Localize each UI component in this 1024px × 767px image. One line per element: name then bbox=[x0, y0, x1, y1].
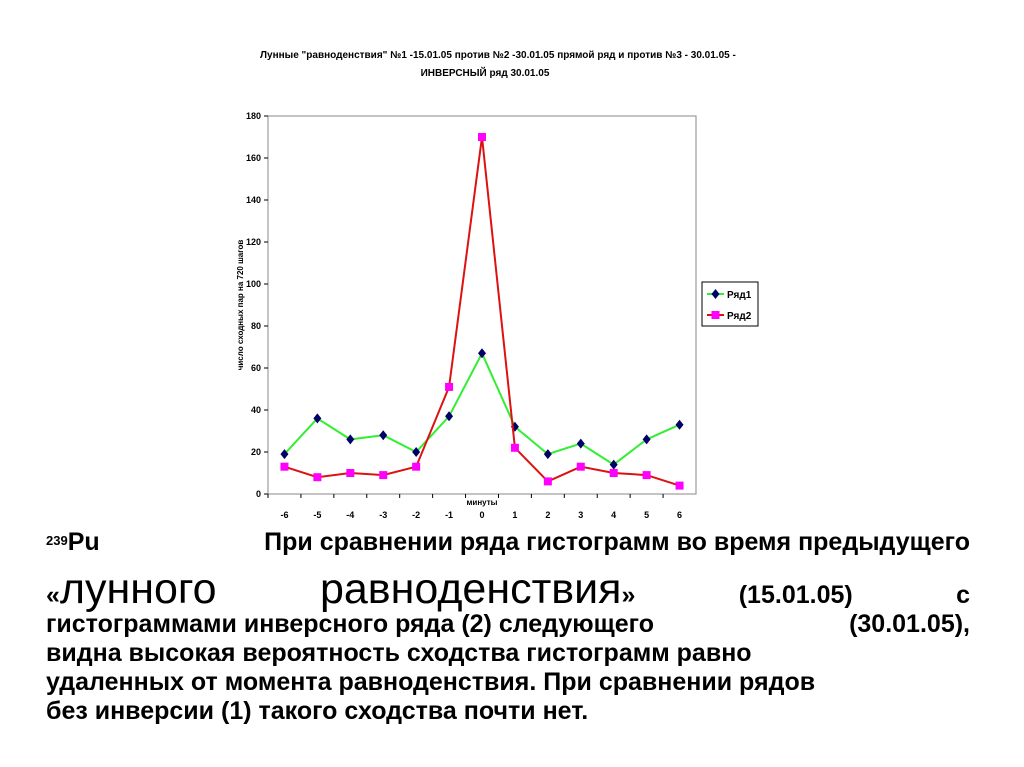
x-tick-label: 0 bbox=[479, 510, 484, 520]
series-2-point bbox=[576, 462, 585, 471]
series-1-point bbox=[609, 459, 618, 470]
caption-line-3: гистограммами инверсного ряда (2) следую… bbox=[46, 610, 970, 639]
x-tick-label: -5 bbox=[313, 510, 321, 520]
x-tick-label: 6 bbox=[677, 510, 682, 520]
series-2-point bbox=[313, 473, 322, 482]
conjunction: с bbox=[956, 581, 970, 609]
x-tick-label: -6 bbox=[280, 510, 288, 520]
chart-title-line-2: ИНВЕРСНЫЙ ряд 30.01.05 bbox=[420, 68, 550, 79]
legend-box bbox=[701, 281, 759, 327]
date-1: (15.01.05) bbox=[738, 581, 853, 609]
y-tick-label: 40 bbox=[251, 405, 261, 415]
x-tick-label: 2 bbox=[545, 510, 550, 520]
open-quote: « bbox=[46, 581, 60, 609]
x-axis-title: минуты bbox=[467, 498, 498, 507]
series-1-point bbox=[346, 434, 355, 445]
y-tick-label: 160 bbox=[246, 153, 261, 163]
series-1-point bbox=[675, 419, 684, 430]
big-word-equinox: равноденствия bbox=[319, 565, 622, 613]
y-tick-label: 140 bbox=[246, 195, 261, 205]
series-2-point bbox=[510, 443, 519, 452]
caption-line-3-left: гистограммами инверсного ряда (2) следую… bbox=[46, 610, 654, 638]
series-2-point bbox=[675, 481, 684, 490]
caption-line-4-text: видна высокая вероятность сходства гисто… bbox=[46, 639, 752, 667]
series-1-point bbox=[379, 430, 388, 441]
caption-line-4: видна высокая вероятность сходства гисто… bbox=[46, 639, 970, 668]
series-1-point bbox=[642, 434, 651, 445]
big-word-group-1: «лунного bbox=[46, 568, 217, 611]
x-tick-label: -1 bbox=[445, 510, 453, 520]
plot-area-frame bbox=[267, 115, 697, 495]
x-tick-label: 4 bbox=[611, 510, 616, 520]
series-2-point bbox=[280, 462, 289, 471]
series-1-point bbox=[478, 348, 486, 359]
y-axis-title: число сходных пар на 720 шагов bbox=[236, 240, 245, 371]
y-tick-label: 120 bbox=[246, 237, 261, 247]
x-tick-label: -4 bbox=[346, 510, 354, 520]
y-tick-label: 180 bbox=[246, 111, 261, 121]
legend-label-2: Ряд2 bbox=[727, 311, 752, 322]
y-tick-label: 20 bbox=[251, 447, 261, 457]
close-quote: » bbox=[621, 581, 636, 609]
series-2-point bbox=[379, 471, 388, 480]
series-2-point bbox=[478, 133, 486, 141]
y-tick-label: 0 bbox=[256, 489, 261, 499]
series-1-point bbox=[576, 438, 585, 449]
caption-line-2: «лунного равноденствия» (15.01.05) с bbox=[46, 568, 970, 611]
line-chart: 0 20 40 60 80 100 120 140 160 180 -6 -5 -4 -3 -2 -1 0 1 2 3… bbox=[236, 111, 759, 520]
legend-marker-1 bbox=[711, 289, 720, 299]
y-tick-label: 60 bbox=[251, 363, 261, 373]
series-1-point bbox=[313, 413, 322, 424]
x-tick-label: 5 bbox=[644, 510, 649, 520]
x-tick-label: 3 bbox=[578, 510, 583, 520]
caption-line-1: 239Pu При сравнении ряда гистограмм во в… bbox=[46, 528, 970, 557]
chart-area: Лунные "равноденствия" №1 -15.01.05 прот… bbox=[236, 50, 759, 520]
caption-text: 239Pu При сравнении ряда гистограмм во в… bbox=[46, 528, 970, 726]
series-1-point bbox=[412, 447, 421, 457]
series-1-point bbox=[445, 411, 454, 422]
legend-marker-2 bbox=[711, 311, 720, 319]
big-word-lunar: лунного bbox=[59, 565, 217, 613]
x-tick-label: -3 bbox=[379, 510, 387, 520]
big-word-group-2: равноденствия» bbox=[320, 568, 636, 611]
legend-label-1: Ряд1 bbox=[727, 290, 752, 301]
caption-line-5: удаленных от момента равноденствия. При … bbox=[46, 668, 816, 696]
series-2-point bbox=[346, 469, 355, 477]
caption-line-6: без инверсии (1) такого сходства почти н… bbox=[46, 697, 589, 725]
isotope-label: 239Pu bbox=[46, 528, 100, 557]
date-2: (30.01.05), bbox=[849, 610, 970, 638]
series-2-point bbox=[445, 382, 454, 391]
isotope-symbol: Pu bbox=[67, 528, 100, 556]
series-2-point bbox=[642, 471, 651, 480]
isotope-mass: 239 bbox=[46, 533, 68, 548]
y-tick-label: 100 bbox=[246, 279, 261, 289]
series-2-point bbox=[543, 477, 552, 486]
caption-line-1-text: При сравнении ряда гистограмм во время п… bbox=[264, 528, 970, 556]
x-tick-label: -2 bbox=[412, 510, 420, 520]
y-tick-label: 80 bbox=[251, 321, 261, 331]
chart-title-line-1: Лунные "равноденствия" №1 -15.01.05 прот… bbox=[260, 50, 736, 61]
series-1-point bbox=[543, 449, 552, 460]
series-2-point bbox=[412, 462, 421, 471]
series-1-point bbox=[280, 449, 289, 460]
x-tick-label: 1 bbox=[512, 510, 517, 520]
series-2-point bbox=[609, 469, 618, 477]
